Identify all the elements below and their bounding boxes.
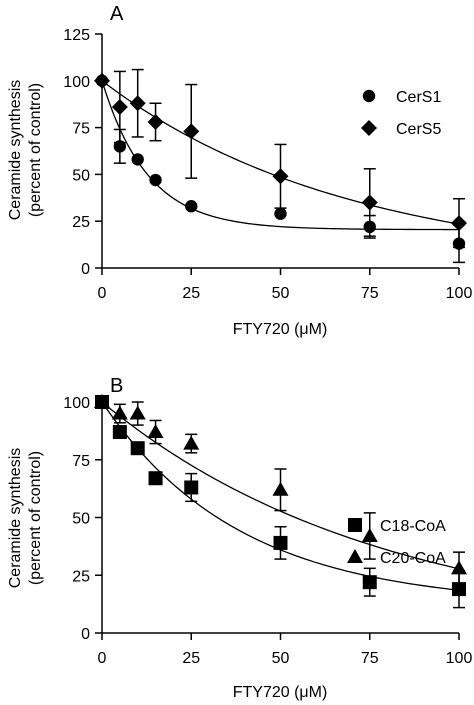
data-point (183, 123, 200, 140)
data-point (361, 194, 378, 211)
data-point (129, 95, 146, 112)
y-tick-label: 125 (63, 27, 90, 44)
data-point (273, 535, 288, 550)
legend-label: C18-CoA (380, 518, 446, 535)
x-tick-label: 25 (182, 650, 200, 667)
data-point (129, 405, 146, 420)
data-point (184, 480, 199, 495)
legend-marker (348, 518, 362, 532)
y-axis-title-line: Ceramide synthesis (7, 448, 24, 589)
data-point (148, 471, 163, 486)
legend-marker (347, 549, 363, 563)
x-tick-label: 0 (98, 285, 107, 302)
y-tick-label: 100 (63, 74, 90, 91)
data-point (361, 527, 378, 542)
panel-b: B 0 25 50 75 100 0 25 50 75 100 FTY720 (μM) Ceramide… (7, 375, 472, 701)
y-tick-label: 0 (81, 626, 90, 643)
x-tick-label: 100 (446, 650, 473, 667)
data-point (147, 113, 164, 130)
x-axis-title: FTY720 (μM) (233, 684, 328, 701)
data-point (147, 424, 164, 439)
data-point (451, 560, 467, 575)
data-point (131, 153, 144, 166)
y-tick-label: 25 (72, 568, 90, 585)
y-axis-title: Ceramide synthesis (percent of control) (7, 80, 44, 221)
data-point (272, 481, 289, 496)
y-tick-label: 0 (81, 261, 90, 278)
x-tick-label: 100 (446, 285, 473, 302)
series-cers5 (94, 68, 467, 249)
fit-curve (101, 80, 459, 231)
series-c20-coa (94, 394, 467, 586)
y-axis-title: Ceramide synthesis (percent of control) (7, 448, 44, 589)
y-tick-label: 100 (63, 395, 90, 412)
data-point (94, 72, 110, 89)
data-point (112, 425, 127, 440)
data-point (272, 168, 289, 185)
data-point (111, 99, 128, 116)
y-tick-label: 50 (72, 167, 90, 184)
legend-marker (361, 120, 377, 136)
panel-label: A (110, 3, 124, 25)
y-axis-title-line: Ceramide synthesis (7, 80, 24, 221)
data-point (362, 575, 377, 590)
data-point (185, 200, 198, 213)
y-tick-label: 50 (72, 511, 90, 528)
x-tick-label: 50 (272, 285, 290, 302)
y-tick-label: 75 (72, 121, 90, 138)
legend-marker (362, 89, 376, 103)
x-tick-label: 75 (361, 650, 379, 667)
data-point (94, 394, 110, 408)
y-tick-label: 25 (72, 214, 90, 231)
x-tick-label: 25 (182, 285, 200, 302)
y-axis-title-line: (percent of control) (27, 451, 44, 585)
x-axis-title: FTY720 (μM) (233, 321, 328, 338)
legend-label: C20-CoA (380, 550, 446, 567)
y-axis-title-line: (percent of control) (27, 83, 44, 217)
x-tick-label: 75 (361, 285, 379, 302)
data-point (130, 441, 145, 456)
x-tick-label: 0 (98, 650, 107, 667)
panel-label: B (110, 375, 123, 397)
x-tick-label: 50 (272, 650, 290, 667)
legend-label: CerS1 (396, 89, 441, 106)
data-point (452, 582, 466, 597)
data-point (149, 173, 162, 187)
panel-a: A 0 25 50 75 100 125 0 25 50 75 100 FTY720 (μM) Ceram… (7, 3, 472, 338)
data-point (183, 435, 200, 450)
data-point (451, 215, 467, 232)
data-point (274, 207, 287, 220)
y-tick-label: 75 (72, 453, 90, 470)
legend-label: CerS5 (396, 121, 441, 138)
data-point (111, 405, 128, 420)
